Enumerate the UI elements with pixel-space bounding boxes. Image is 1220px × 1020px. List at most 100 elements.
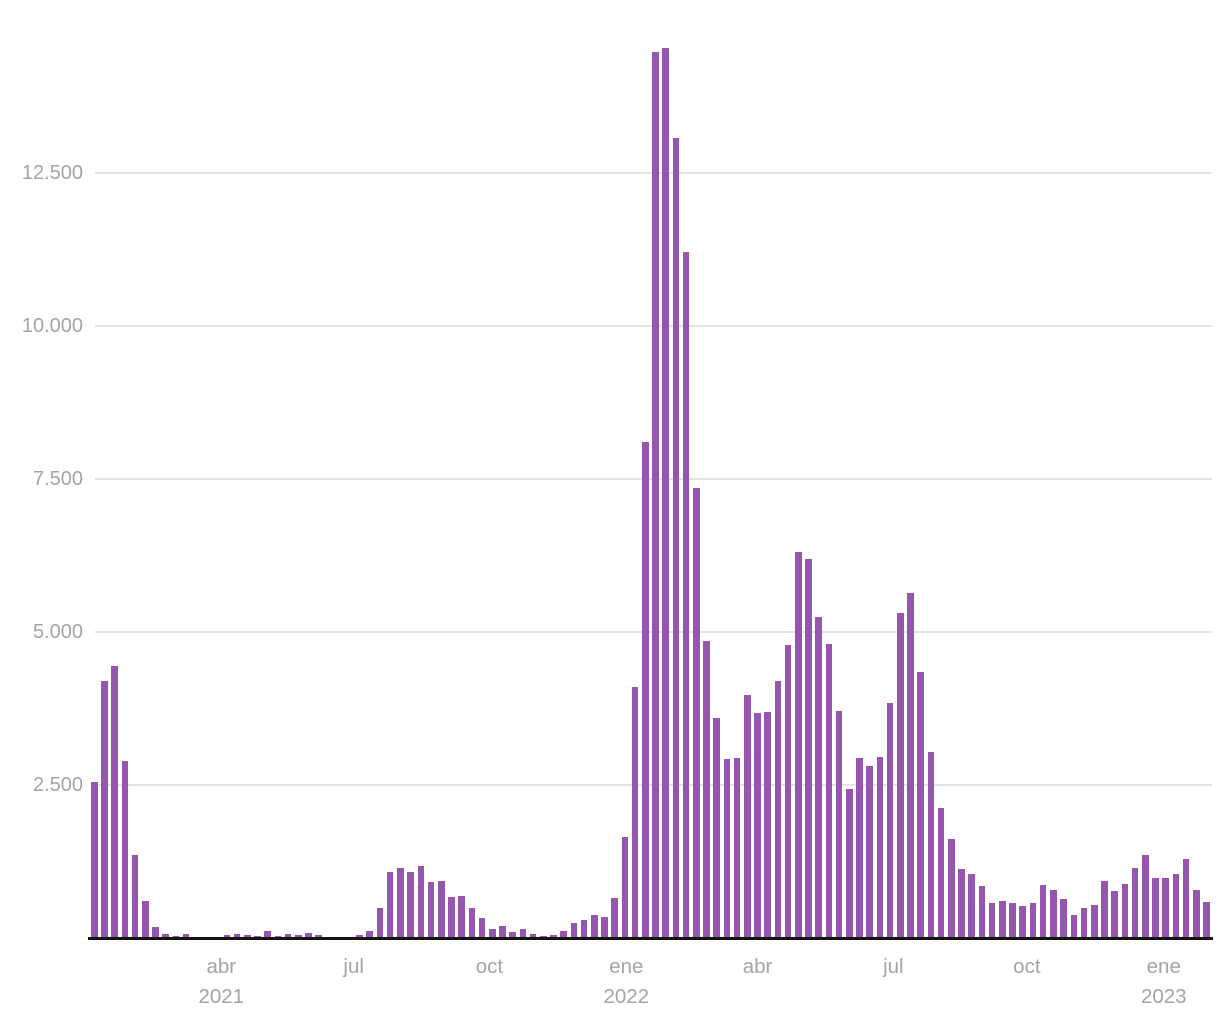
- bar-week-38: [478, 918, 486, 938]
- bar-week-89: [999, 901, 1006, 938]
- bar-week-47: [570, 923, 578, 938]
- bar-week-49: [590, 915, 598, 938]
- bar-week-74: [846, 789, 853, 938]
- y-tick-label: 2.500: [32, 774, 83, 796]
- bar-week-87: [978, 886, 986, 938]
- bar-week-73: [835, 710, 843, 938]
- y-tick-label: 5.000: [32, 621, 83, 643]
- x-tick-month: jul: [883, 955, 904, 978]
- bar-week-58: [682, 251, 690, 938]
- bar-week-88: [988, 902, 996, 938]
- x-tick-month: jul: [343, 955, 364, 978]
- bar-week-60: [703, 641, 710, 938]
- bar-week-17: [264, 931, 272, 938]
- bar-week-102: [1131, 867, 1139, 938]
- bar-week-56: [662, 47, 669, 938]
- bar-week-105: [1162, 878, 1169, 938]
- bar-week-21: [305, 932, 312, 938]
- bar-series: [91, 20, 1211, 938]
- bar-week-100: [1111, 890, 1118, 938]
- bar-week-29: [386, 871, 394, 938]
- bar-week-26: [356, 934, 363, 938]
- bar-week-70: [805, 558, 812, 938]
- bar-week-57: [672, 137, 680, 938]
- bar-week-43: [529, 934, 537, 938]
- bar-week-6: [152, 927, 159, 938]
- bar-week-37: [468, 908, 476, 938]
- bar-week-54: [641, 442, 649, 938]
- bar-week-82: [927, 752, 935, 938]
- bar-week-13: [223, 934, 231, 938]
- bar-week-106: [1172, 874, 1180, 938]
- bar-week-30: [397, 867, 404, 938]
- bar-week-52: [621, 837, 629, 938]
- x-tick-month: ene: [609, 955, 644, 978]
- bar-week-85: [958, 869, 965, 938]
- bar-week-42: [519, 929, 527, 938]
- bar-week-65: [754, 713, 761, 938]
- x-tick-label-oct: oct: [419, 952, 559, 982]
- bar-week-5: [142, 901, 149, 938]
- bar-week-98: [1090, 905, 1098, 938]
- x-tick-year: 2023: [1140, 984, 1187, 1008]
- bar-week-9: [182, 934, 190, 938]
- bar-week-108: [1192, 890, 1200, 938]
- bar-week-109: [1203, 901, 1210, 938]
- bar-week-32: [417, 866, 425, 938]
- x-tick-month: oct: [475, 955, 504, 978]
- bar-week-101: [1121, 884, 1129, 938]
- bar-week-96: [1070, 915, 1078, 938]
- bar-week-15: [244, 934, 251, 938]
- bar-week-81: [917, 672, 925, 938]
- plot-area: [88, 20, 1213, 940]
- x-tick-month: oct: [1013, 955, 1041, 978]
- bar-week-79: [897, 613, 904, 938]
- bar-week-20: [295, 934, 302, 938]
- bar-week-34: [437, 881, 445, 938]
- bar-week-46: [560, 930, 567, 938]
- x-tick-label-ene2023: ene 2023: [1094, 952, 1220, 1011]
- bar-week-78: [886, 703, 894, 938]
- x-tick-month: ene: [1146, 955, 1181, 978]
- bar-week-72: [825, 644, 833, 938]
- bar-week-84: [948, 839, 955, 938]
- bar-week-67: [774, 681, 782, 938]
- bar-week-75: [856, 758, 863, 938]
- bar-week-104: [1152, 877, 1159, 938]
- x-tick-label-ene2022: ene 2022: [556, 952, 696, 1011]
- bar-week-53: [631, 687, 639, 938]
- bar-week-14: [233, 934, 241, 938]
- x-tick-label-oct: oct: [957, 952, 1097, 982]
- bar-week-83: [937, 808, 945, 938]
- bar-week-0: [91, 781, 98, 938]
- bar-week-33: [427, 882, 435, 938]
- x-tick-year: 2022: [603, 984, 650, 1008]
- bar-week-66: [764, 711, 771, 938]
- bar-week-19: [284, 934, 292, 938]
- bar-week-63: [733, 757, 741, 938]
- bar-week-69: [795, 551, 802, 938]
- bar-week-94: [1050, 890, 1057, 938]
- bar-week-1: [101, 681, 108, 938]
- y-tick-label: 7.500: [32, 468, 83, 490]
- bar-week-36: [458, 895, 465, 938]
- bar-week-45: [550, 934, 557, 938]
- bar-week-86: [968, 874, 976, 938]
- bar-week-31: [407, 871, 414, 938]
- bar-week-55: [652, 51, 659, 938]
- bar-week-7: [162, 934, 170, 938]
- bar-week-3: [121, 760, 129, 938]
- bar-week-76: [866, 766, 874, 938]
- bar-week-50: [601, 916, 608, 938]
- bar-week-107: [1182, 859, 1190, 938]
- x-tick-label-abr2021: abr 2021: [151, 952, 291, 1011]
- bar-week-62: [723, 759, 731, 938]
- bar-week-28: [376, 908, 384, 938]
- bar-week-41: [509, 931, 516, 938]
- bar-week-93: [1039, 885, 1047, 938]
- x-tick-label-jul: jul: [823, 952, 963, 982]
- bar-week-92: [1029, 903, 1037, 938]
- bar-week-68: [784, 644, 792, 938]
- bar-week-103: [1141, 855, 1149, 938]
